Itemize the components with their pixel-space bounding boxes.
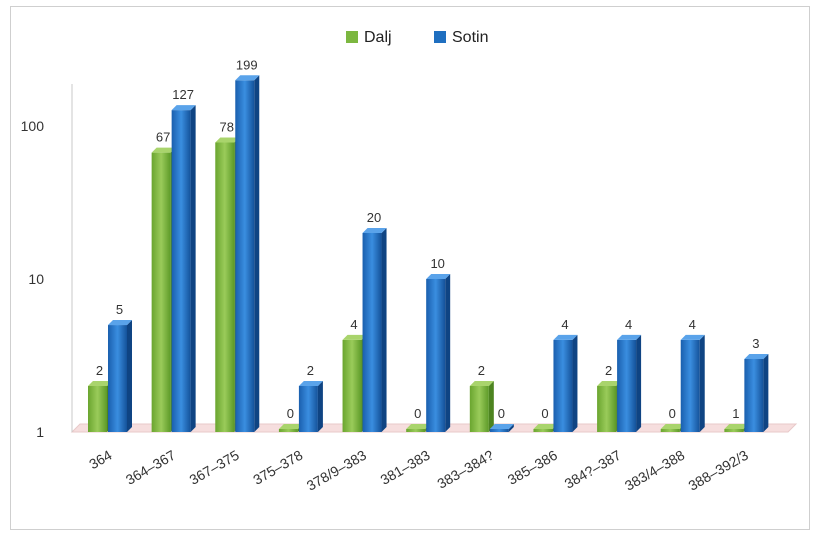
data-label: 1 xyxy=(732,406,739,421)
data-label: 199 xyxy=(236,57,258,72)
bar-dalj xyxy=(724,429,743,432)
bar-sotin xyxy=(108,325,127,432)
bar-side xyxy=(572,335,577,432)
bar-dalj xyxy=(88,386,107,432)
legend: Dalj Sotin xyxy=(346,29,488,46)
data-label: 127 xyxy=(172,87,194,102)
data-label: 78 xyxy=(220,120,234,135)
y-tick-label: 100 xyxy=(21,118,45,134)
bar-sotin xyxy=(235,80,254,432)
bar-sotin xyxy=(744,359,763,432)
bar-side xyxy=(254,75,259,432)
x-tick-label: 364 xyxy=(86,447,114,473)
bar-sotin xyxy=(426,279,445,432)
bar-sotin xyxy=(553,340,572,432)
data-label: 4 xyxy=(689,317,696,332)
bar-sotin xyxy=(617,340,636,432)
data-label: 5 xyxy=(116,302,123,317)
x-tick-label: 383–384? xyxy=(434,447,496,492)
data-label: 0 xyxy=(287,406,294,421)
bar-dalj xyxy=(279,429,298,432)
bar-side xyxy=(763,354,768,432)
bar-dalj xyxy=(661,429,680,432)
data-label: 2 xyxy=(307,363,314,378)
data-label: 2 xyxy=(478,363,485,378)
bar-side xyxy=(489,381,494,432)
bar-dalj xyxy=(533,429,552,432)
x-tick-label: 364–367 xyxy=(123,447,178,488)
bar-dalj xyxy=(152,153,171,432)
y-tick-label: 10 xyxy=(28,271,44,287)
data-label: 2 xyxy=(96,363,103,378)
bar-side xyxy=(127,320,132,432)
data-label: 4 xyxy=(350,317,357,332)
data-label: 0 xyxy=(669,406,676,421)
legend-swatch-dalj xyxy=(346,31,358,43)
bar-dalj xyxy=(343,340,362,432)
legend-swatch-sotin xyxy=(434,31,446,43)
data-label: 0 xyxy=(498,406,505,421)
x-tick-label: 388–392/3 xyxy=(686,447,751,494)
legend-label-sotin: Sotin xyxy=(452,29,488,46)
bar-sotin xyxy=(681,340,700,432)
bar-side xyxy=(700,335,705,432)
data-label: 67 xyxy=(156,130,170,145)
x-tick-label: 385–386 xyxy=(505,447,560,488)
data-label: 3 xyxy=(752,336,759,351)
bar-dalj xyxy=(406,429,425,432)
x-tick-label: 378/9–383 xyxy=(304,447,369,494)
bar-side xyxy=(382,228,387,432)
bar-side xyxy=(191,105,196,432)
bar-sotin xyxy=(490,429,509,432)
legend-label-dalj: Dalj xyxy=(364,29,392,46)
x-tick-label: 384?–387 xyxy=(562,447,624,492)
bar-dalj xyxy=(470,386,489,432)
x-tick-label: 381–383 xyxy=(377,447,432,488)
x-tick-label: 367–375 xyxy=(187,447,242,488)
x-tick-label: 383/4–388 xyxy=(622,447,687,494)
bar-side xyxy=(445,274,450,432)
data-label: 2 xyxy=(605,363,612,378)
bar-side xyxy=(318,381,323,432)
bar-sotin xyxy=(172,110,191,432)
x-tick-label: 375–378 xyxy=(250,447,305,488)
data-label: 4 xyxy=(625,317,632,332)
data-label: 0 xyxy=(541,406,548,421)
data-label: 4 xyxy=(561,317,568,332)
bar-dalj xyxy=(215,143,234,432)
bar-dalj xyxy=(597,386,616,432)
data-label: 10 xyxy=(430,256,444,271)
data-label: 0 xyxy=(414,406,421,421)
data-label: 20 xyxy=(367,210,381,225)
y-tick-label: 1 xyxy=(36,424,44,440)
bar-side xyxy=(636,335,641,432)
bar-sotin xyxy=(363,233,382,432)
bar-sotin xyxy=(299,386,318,432)
